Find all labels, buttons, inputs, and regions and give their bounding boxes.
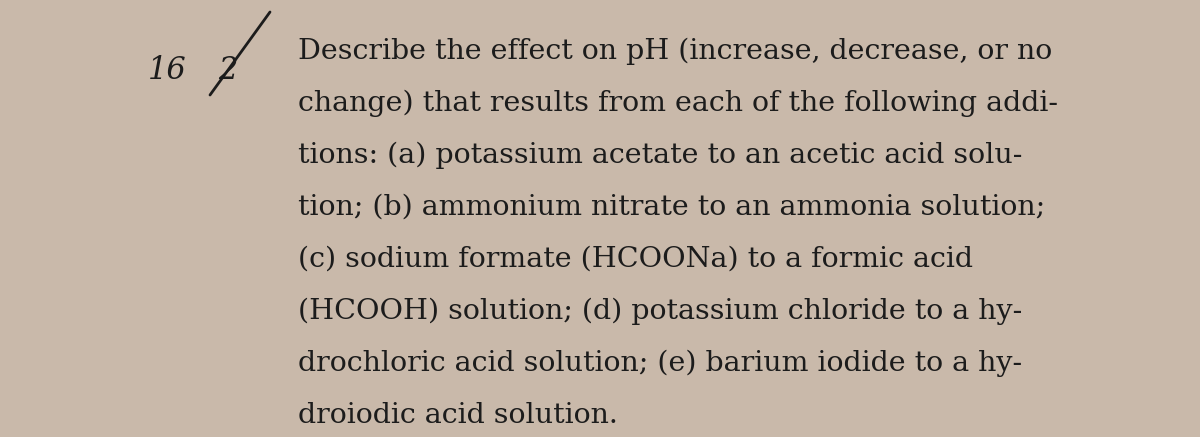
Text: (HCOOH) solution; (d) potassium chloride to a hy-: (HCOOH) solution; (d) potassium chloride… [298, 298, 1022, 326]
Text: tions: (a) potassium acetate to an acetic acid solu-: tions: (a) potassium acetate to an aceti… [298, 142, 1022, 170]
Text: tion; (b) ammonium nitrate to an ammonia solution;: tion; (b) ammonium nitrate to an ammonia… [298, 194, 1045, 221]
Text: 2: 2 [218, 55, 238, 86]
Text: drochloric acid solution; (e) barium iodide to a hy-: drochloric acid solution; (e) barium iod… [298, 350, 1022, 378]
Text: Describe the effect on pH (increase, decrease, or no: Describe the effect on pH (increase, dec… [298, 38, 1052, 66]
Text: 16: 16 [148, 55, 187, 86]
Text: (c) sodium formate (HCOONa) to a formic acid: (c) sodium formate (HCOONa) to a formic … [298, 246, 973, 273]
Text: droiodic acid solution.: droiodic acid solution. [298, 402, 618, 429]
Text: change) that results from each of the following addi-: change) that results from each of the fo… [298, 90, 1058, 118]
